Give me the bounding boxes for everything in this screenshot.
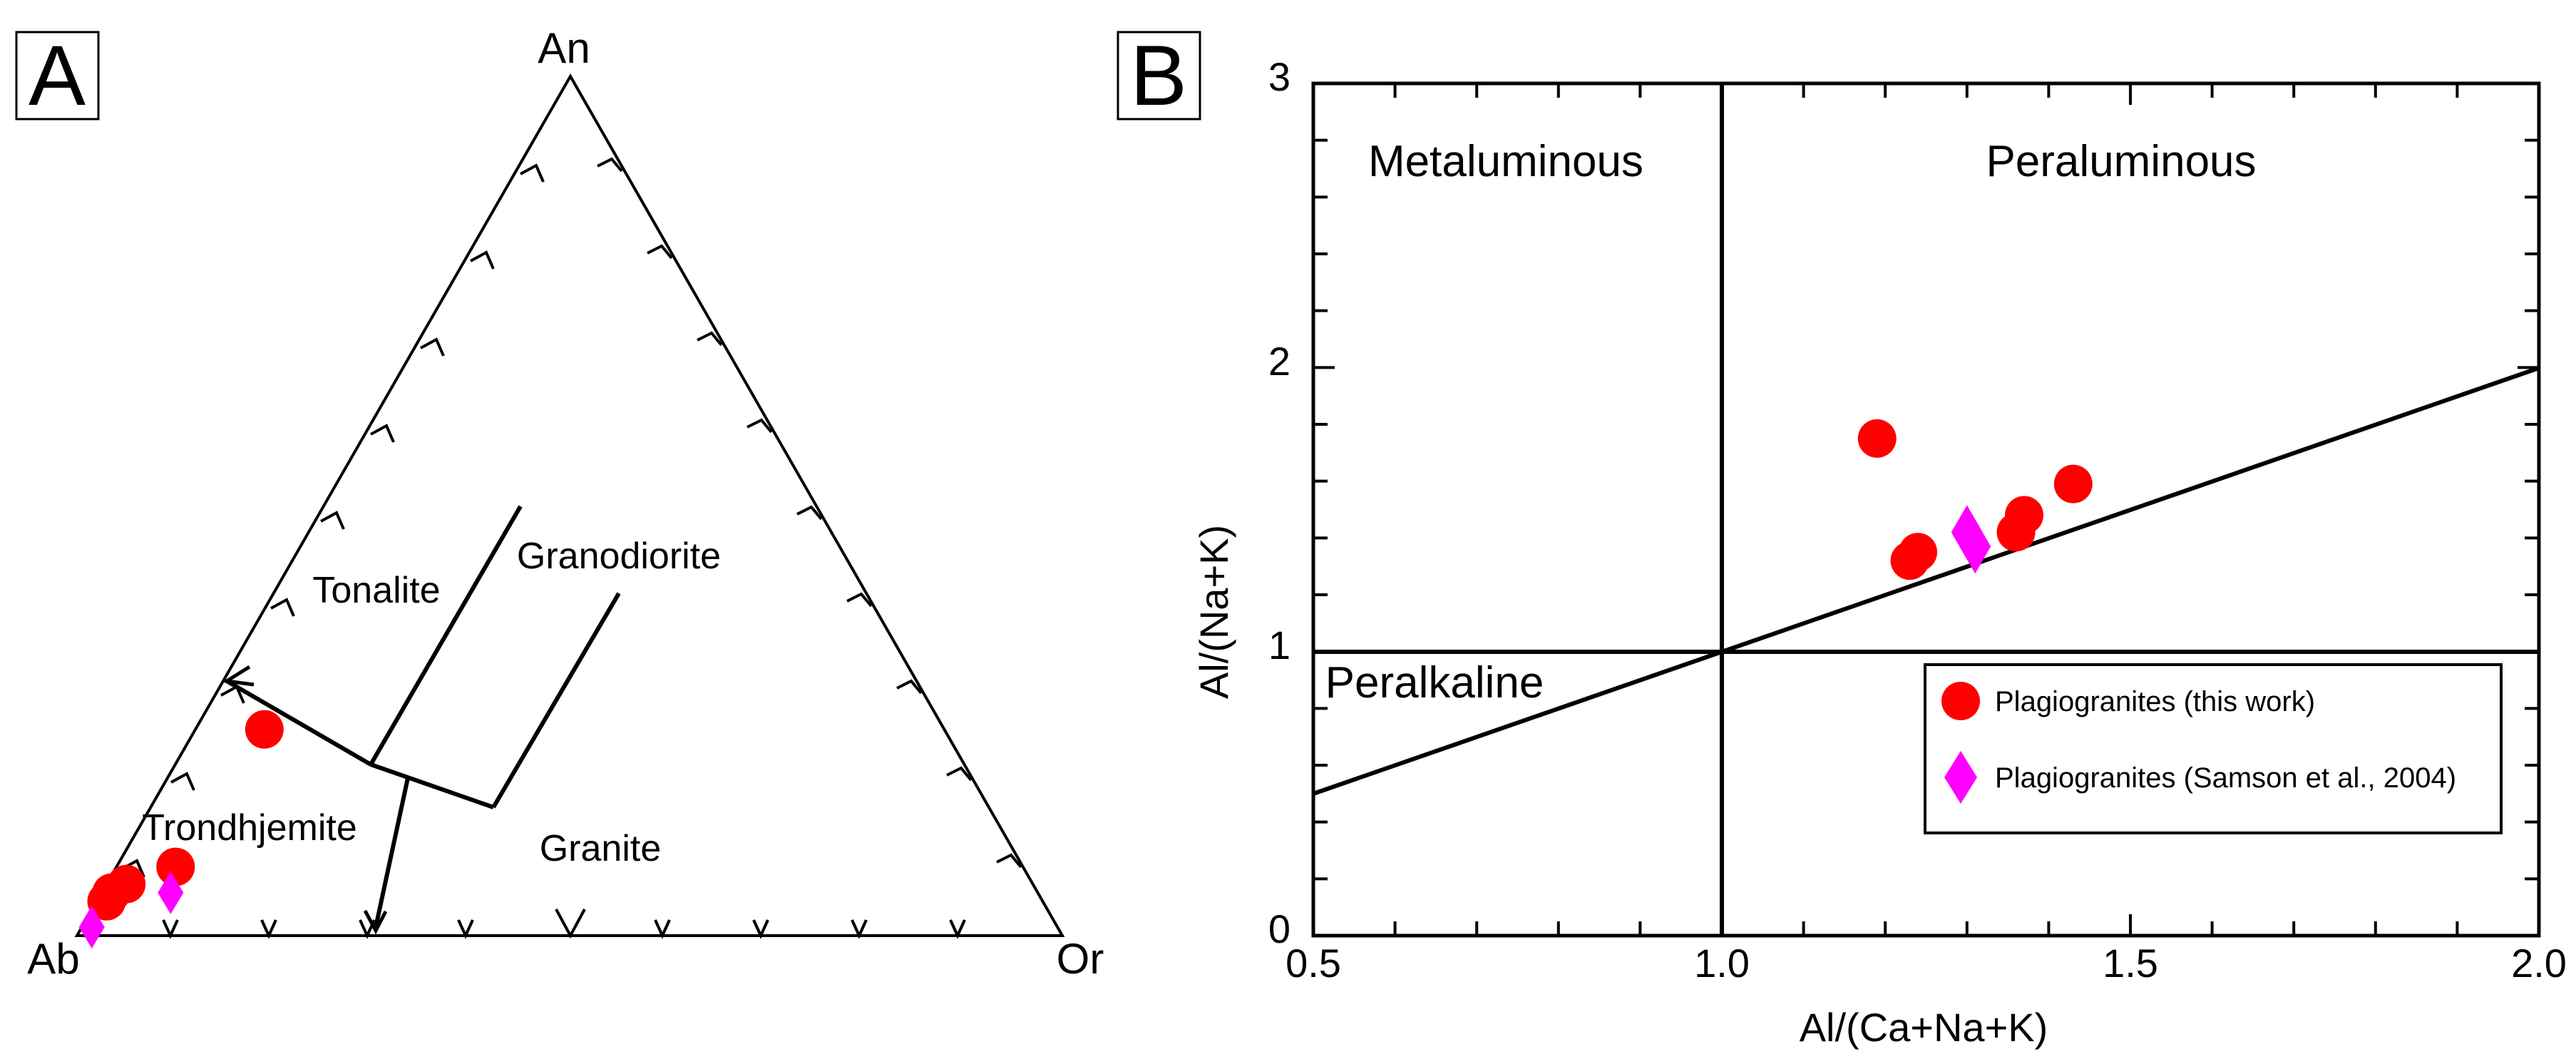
ternary-point (245, 710, 284, 749)
scatter-point-diamond (1959, 519, 1991, 574)
legend-marker-this-work (1941, 682, 1980, 720)
field-label-granodiorite: Granodiorite (517, 536, 721, 577)
boundary-trondhjemite-granite (374, 777, 410, 928)
panel-a-label: A (29, 28, 86, 123)
tick-mark (851, 919, 868, 939)
axis-ticks (1312, 82, 2540, 937)
tick-mark (520, 163, 545, 183)
tick-mark (946, 766, 973, 782)
tick-mark (949, 919, 966, 939)
legend: Plagiogranites (this work) Plagiogranite… (1924, 663, 2503, 834)
tick-mark (555, 909, 586, 939)
tick-mark (697, 331, 723, 347)
legend-box (1924, 663, 2503, 834)
tick-mark (846, 592, 873, 608)
ternary-points (78, 710, 284, 948)
y-tick-label-3: 3 (1268, 54, 1290, 99)
boundary-granite-top (370, 762, 494, 809)
arrow-head-down (363, 909, 388, 935)
vertex-ab: Ab (27, 935, 79, 983)
tick-mark (896, 679, 923, 695)
legend-label-this-work: Plagiogranites (this work) (1995, 686, 2315, 717)
field-arrows (221, 665, 388, 935)
vertex-an: An (538, 24, 590, 72)
field-label-granite: Granite (540, 828, 662, 869)
panel-b-label: B (1130, 28, 1187, 123)
legend-marker-samson (1944, 751, 1977, 804)
field-boundaries (225, 505, 621, 928)
panel-b-label-box (1117, 31, 1201, 121)
scatter-point (1857, 419, 1897, 458)
tick-mark (457, 919, 474, 939)
x-axis-label: Al/(Ca+Na+K) (1800, 1005, 2048, 1050)
field-label-tonalite: Tonalite (312, 570, 440, 611)
tick-mark (996, 853, 1022, 869)
boundary-tonalite-granodiorite (369, 505, 523, 766)
plot-area-frame (1311, 81, 2541, 938)
ternary-point (87, 881, 126, 921)
region-label-peralkaline: Peralkaline (1325, 658, 1544, 707)
scatter-point (1890, 541, 1929, 580)
ternary-point-diamond (158, 871, 184, 914)
tick-mark (752, 919, 769, 939)
tick-mark (170, 772, 195, 791)
boundary-granodiorite-granite (491, 592, 621, 809)
tick-mark (162, 919, 179, 939)
tick-mark (597, 157, 623, 173)
tick-mark (370, 424, 395, 443)
panel-b: B Metaluminous Peraluminous Peralkaline … (1117, 28, 2567, 1050)
arrow-head-left (221, 665, 255, 687)
diagonal-boundary-line (1313, 366, 2540, 796)
tick-mark (420, 337, 445, 357)
tick-mark (746, 418, 773, 434)
tick-mark (260, 919, 277, 939)
tick-mark (796, 505, 823, 521)
x-tick-label-3: 2.0 (2511, 941, 2567, 986)
ternary-point-diamond (78, 905, 105, 948)
x-tick-label-2: 1.5 (2103, 941, 2158, 986)
tick-mark (270, 598, 295, 617)
legend-label-samson: Plagiogranites (Samson et al., 2004) (1995, 762, 2456, 794)
y-tick-label-1: 1 (1268, 623, 1290, 667)
tick-mark (470, 250, 495, 270)
y-tick-label-2: 2 (1268, 339, 1290, 384)
ternary-point (156, 847, 195, 886)
scatter-point (2053, 464, 2093, 503)
region-label-peraluminous: Peraluminous (1986, 137, 2256, 186)
x-tick-label-0: 0.5 (1286, 941, 1341, 986)
tick-mark (647, 244, 673, 260)
x-tick-label-1: 1.0 (1694, 941, 1750, 986)
panel-a-label-box (15, 31, 100, 121)
region-label-metaluminous: Metaluminous (1368, 137, 1643, 186)
tick-mark (654, 919, 671, 939)
tick-mark (320, 511, 345, 530)
y-tick-label-0: 0 (1268, 906, 1290, 951)
panel-a: A (15, 24, 1104, 983)
vertex-or: Or (1057, 935, 1104, 983)
y-axis-label: Al/(Na+K) (1191, 525, 1236, 699)
field-label-trondhjemite: Trondhjemite (142, 807, 357, 849)
scatter-point (1996, 513, 2036, 552)
scatter-points (1857, 419, 2093, 580)
boundary-trondhjemite-top (225, 679, 372, 767)
